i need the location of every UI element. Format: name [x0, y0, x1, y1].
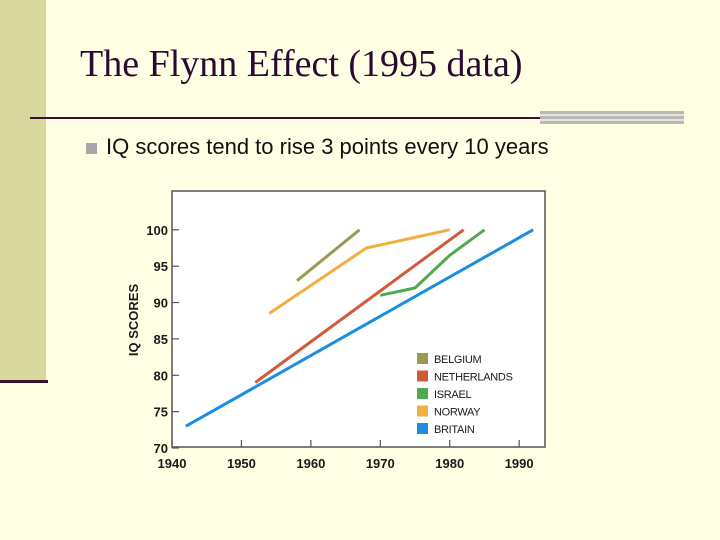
left-accent-line: [0, 380, 48, 383]
legend-swatch-israel: [417, 388, 428, 399]
y-tick-label: 70: [154, 441, 168, 456]
x-tick-label: 1940: [158, 456, 187, 471]
y-tick-label: 100: [146, 223, 168, 238]
title-divider: [30, 117, 540, 119]
legend-label-britain: BRITAIN: [434, 424, 475, 436]
y-axis-title: IQ SCORES: [126, 284, 141, 357]
series-line-belgium: [296, 228, 361, 282]
bullet-item: IQ scores tend to rise 3 points every 10…: [86, 134, 549, 160]
y-tick-label: 90: [154, 296, 168, 311]
title-divider-accent: [540, 111, 684, 124]
legend-label-norway: NORWAY: [434, 407, 481, 419]
bullet-text: IQ scores tend to rise 3 points every 10…: [106, 134, 549, 159]
legend-swatch-netherlands: [417, 370, 428, 382]
legend-label-netherlands: NETHERLANDS: [434, 372, 513, 384]
plot-frame: [171, 190, 546, 448]
x-tick-label: 1990: [505, 456, 534, 471]
x-tick-label: 1980: [435, 456, 464, 471]
x-tick-label: 1970: [366, 456, 395, 471]
legend-label-belgium: BELGIUM: [434, 354, 482, 366]
legend-label-israel: ISRAEL: [434, 389, 472, 401]
series-line-britain: [185, 228, 534, 428]
y-tick-label: 75: [154, 405, 168, 420]
y-tick-label: 95: [154, 259, 168, 274]
series-line-netherlands: [254, 228, 465, 384]
x-tick-label: 1960: [296, 456, 325, 471]
y-tick-label: 80: [154, 368, 168, 383]
legend-swatch-britain: [417, 423, 428, 434]
slide-title: The Flynn Effect (1995 data): [80, 43, 523, 85]
series-line-norway: [268, 228, 451, 315]
x-tick-label: 1950: [227, 456, 256, 471]
left-accent-bar: [0, 0, 46, 380]
bullet-square-icon: [86, 142, 97, 154]
legend-swatch-norway: [417, 405, 428, 417]
series-line-israel: [379, 228, 486, 297]
y-tick-label: 85: [154, 332, 168, 347]
legend-swatch-belgium: [417, 353, 428, 364]
